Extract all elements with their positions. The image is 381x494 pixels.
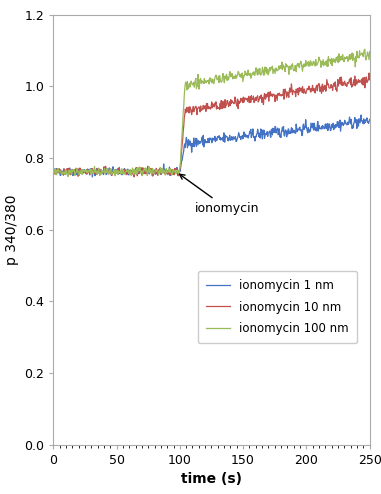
ionomycin 10 nm (195, 112, 199, 118)
ionomycin 1 nm (238, 134, 243, 140)
ionomycin 1 nm (263, 132, 267, 138)
ionomycin 10 nm (263, 95, 267, 101)
ionomycin 1 nm (290, 130, 294, 136)
ionomycin 10 nm (107, 171, 112, 177)
ionomycin 10 nm (238, 99, 243, 105)
Text: ionomycin: ionomycin (179, 174, 259, 215)
ionomycin 100 nm (66, 173, 70, 179)
ionomycin 1 nm (107, 168, 112, 174)
ionomycin 1 nm (359, 112, 363, 118)
ionomycin 100 nm (290, 63, 294, 69)
ionomycin 10 nm (290, 87, 294, 93)
Y-axis label: p 340/380: p 340/380 (5, 195, 19, 265)
ionomycin 100 nm (238, 72, 243, 78)
ionomycin 10 nm (367, 77, 372, 82)
ionomycin 1 nm (133, 170, 138, 176)
Line: ionomycin 1 nm: ionomycin 1 nm (53, 115, 370, 177)
Legend: ionomycin 1 nm, ionomycin 10 nm, ionomycin 100 nm: ionomycin 1 nm, ionomycin 10 nm, ionomyc… (198, 271, 357, 343)
ionomycin 100 nm (195, 82, 199, 88)
ionomycin 10 nm (367, 70, 371, 76)
ionomycin 1 nm (90, 174, 95, 180)
ionomycin 100 nm (367, 48, 372, 54)
ionomycin 1 nm (51, 168, 56, 174)
ionomycin 10 nm (132, 174, 136, 180)
ionomycin 1 nm (367, 117, 372, 123)
ionomycin 100 nm (363, 46, 367, 52)
ionomycin 100 nm (107, 167, 112, 173)
ionomycin 100 nm (133, 167, 138, 173)
ionomycin 1 nm (195, 136, 199, 142)
ionomycin 10 nm (133, 169, 138, 175)
Line: ionomycin 100 nm: ionomycin 100 nm (53, 49, 370, 176)
Line: ionomycin 10 nm: ionomycin 10 nm (53, 73, 370, 177)
ionomycin 100 nm (51, 169, 56, 175)
ionomycin 100 nm (263, 64, 267, 70)
ionomycin 10 nm (51, 167, 56, 173)
X-axis label: time (s): time (s) (181, 472, 242, 486)
